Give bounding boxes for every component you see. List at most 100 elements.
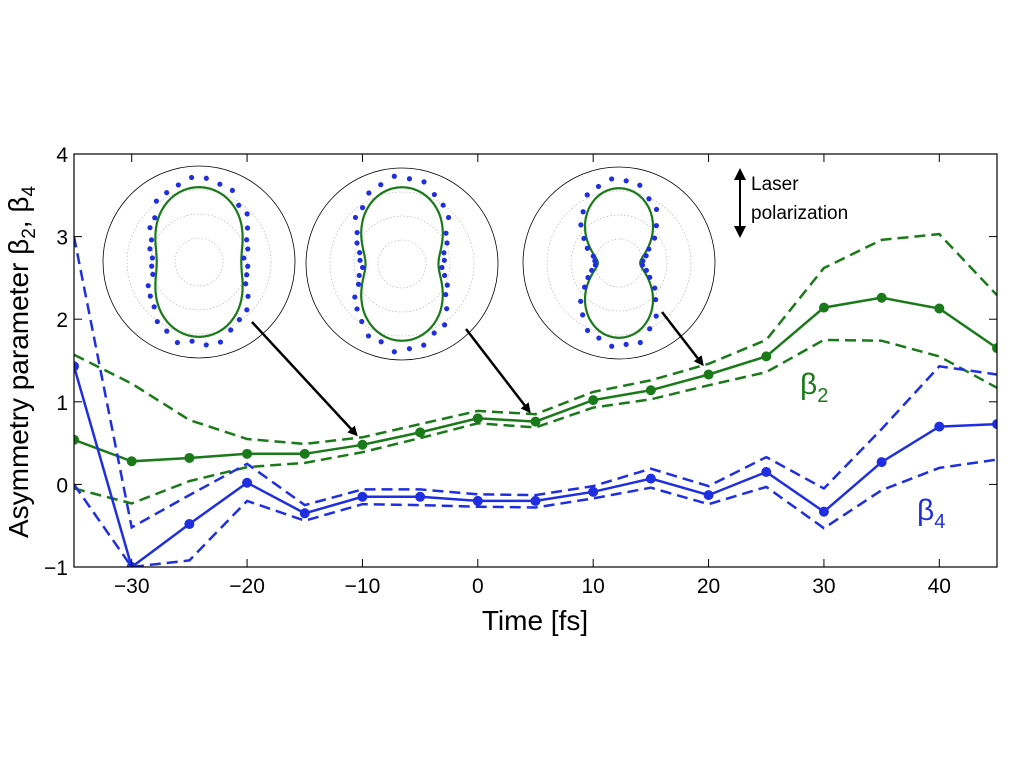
series-beta4-point xyxy=(530,495,541,506)
series-beta4-point xyxy=(818,506,829,517)
polar-inset-point xyxy=(578,298,584,304)
polar-inset-point xyxy=(354,240,360,246)
series-beta2-point xyxy=(934,303,945,314)
polar-inset-grid-ring xyxy=(174,237,224,287)
polar-inset-point xyxy=(236,202,242,208)
polar-inset-point xyxy=(244,211,250,217)
inset-pointer-arrow xyxy=(251,321,358,437)
polar-inset-point xyxy=(444,282,450,288)
polar-inset-point xyxy=(236,317,242,323)
x-axis-label: Time [fs] xyxy=(482,605,588,636)
series-beta2-point xyxy=(992,343,997,354)
polar-inset-point xyxy=(357,250,363,256)
x-tick-label: 40 xyxy=(928,575,951,598)
series-beta4-upper-bound xyxy=(74,236,997,530)
polar-inset-point xyxy=(441,250,447,256)
polar-inset-point xyxy=(441,257,447,263)
polar-inset-point xyxy=(151,304,157,310)
polar-inset-point xyxy=(439,264,445,271)
series-beta2-point xyxy=(126,456,137,467)
y-axis-label-sub-2: 2 xyxy=(19,228,40,239)
polar-inset-point xyxy=(366,190,372,196)
polar-inset-point xyxy=(354,229,360,236)
y-tick-label: 1 xyxy=(56,392,68,415)
series-beta2-point xyxy=(818,302,829,313)
polar-inset-point xyxy=(592,262,598,268)
polar-inset-point xyxy=(189,174,195,181)
inset-pointer-arrow xyxy=(465,328,531,414)
polar-inset-point xyxy=(391,349,397,355)
polar-inset-point xyxy=(445,214,452,221)
polar-inset-point xyxy=(243,281,249,287)
polar-inset-point xyxy=(147,225,153,231)
series-beta2-point xyxy=(761,351,772,362)
polar-inset-point xyxy=(444,240,450,246)
series-beta2-point xyxy=(415,427,426,438)
series-label-beta4-sub: 4 xyxy=(934,511,945,533)
series-beta4-point xyxy=(588,486,599,497)
polar-inset-point xyxy=(581,284,588,290)
polar-inset-point xyxy=(244,272,250,278)
polar-inset-point xyxy=(647,274,653,280)
polar-inset-grid-ring xyxy=(570,214,668,312)
x-tick-label: 0 xyxy=(472,575,484,598)
series-label-beta2: β2 xyxy=(800,368,828,407)
polar-inset-point xyxy=(150,271,156,277)
polar-inset-point xyxy=(154,318,160,325)
polar-inset-point xyxy=(203,342,209,348)
series-beta4-point xyxy=(876,457,887,468)
polar-inset-fit-curve xyxy=(583,187,655,340)
polar-inset-point xyxy=(356,272,362,279)
series-beta2-point xyxy=(472,413,483,424)
series-beta4-point xyxy=(299,508,310,519)
polar-inset-point xyxy=(584,245,590,251)
polar-inset-point xyxy=(421,179,427,185)
series-beta2-point xyxy=(530,416,541,427)
polar-inset-point xyxy=(391,173,397,179)
series-label-beta2-main: β xyxy=(800,368,817,401)
polar-inset-point xyxy=(581,235,587,242)
polarization-arrow-down-icon xyxy=(734,226,746,238)
polar-inset-point xyxy=(609,343,615,349)
y-axis-label-sep: , β xyxy=(3,197,34,229)
polar-inset-point xyxy=(637,182,643,188)
series-beta2-point xyxy=(588,395,599,406)
series-beta4-point xyxy=(992,419,997,430)
polar-inset-point xyxy=(228,327,234,333)
series-beta2-point xyxy=(74,434,79,445)
polar-inset-point xyxy=(245,293,251,299)
series-beta2-point xyxy=(645,385,656,396)
polar-inset-point xyxy=(245,246,251,252)
polar-inset-point xyxy=(174,339,181,346)
polar-inset-point xyxy=(431,330,437,336)
series-beta2-point xyxy=(357,439,368,450)
polar-inset xyxy=(305,167,499,361)
polar-inset-frame xyxy=(102,165,296,359)
series-beta4-point xyxy=(415,491,426,502)
polar-inset-point xyxy=(147,246,153,252)
series-beta2-upper-bound xyxy=(74,232,997,446)
polar-inset-point xyxy=(148,237,155,243)
polar-inset-point xyxy=(357,257,363,263)
polar-inset-point xyxy=(245,263,251,269)
polar-inset-point xyxy=(653,223,659,229)
y-axis-label: Asymmetry parameter β2, β4 xyxy=(3,186,40,539)
x-tick-label: −30 xyxy=(114,575,150,598)
polar-inset-point xyxy=(149,263,155,269)
series-beta2-point xyxy=(242,448,253,459)
polar-inset-point xyxy=(590,253,596,259)
y-axis-label-main: Asymmetry parameter β xyxy=(3,239,34,538)
polar-inset-point xyxy=(241,255,247,261)
polar-inset-point xyxy=(145,283,151,289)
polar-inset-point xyxy=(653,206,660,213)
laser-label: Laser xyxy=(751,174,799,195)
polar-inset-point xyxy=(152,215,158,221)
polar-inset-grid-ring xyxy=(546,190,692,336)
polarization-label: polarization xyxy=(751,203,848,224)
series-label-beta2-sub: 2 xyxy=(817,385,828,407)
polar-inset-fit-curve xyxy=(360,186,444,342)
polar-inset xyxy=(102,165,296,359)
polar-inset-point xyxy=(359,264,366,271)
polar-inset-point xyxy=(653,297,659,303)
